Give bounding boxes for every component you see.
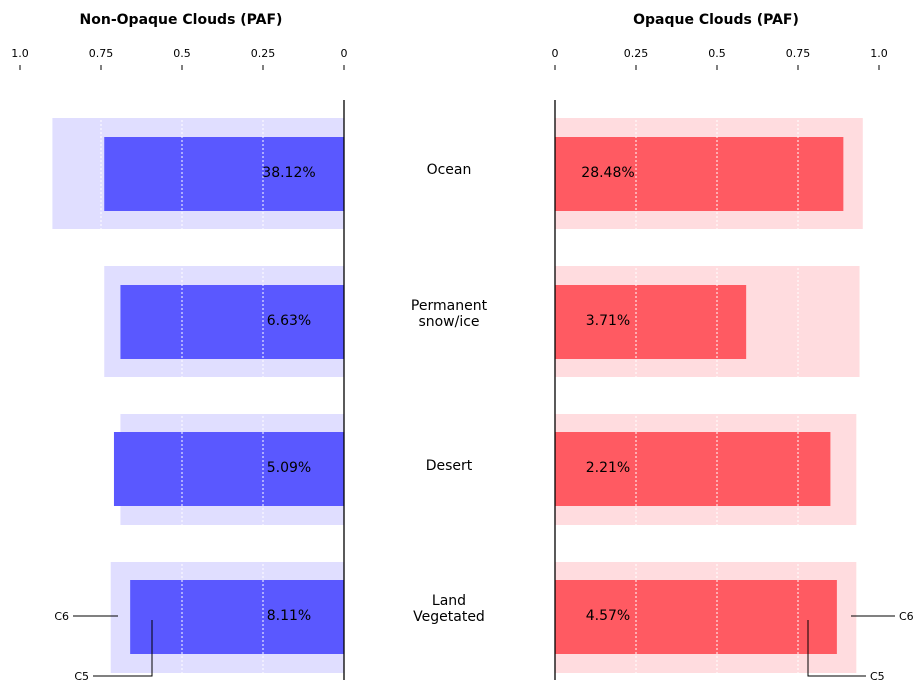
left-tick-label: 0.5 [173,47,191,60]
category-label: Land Vegetated [413,593,485,625]
gridlines [100,100,799,680]
left-bar-c5 [120,285,344,359]
right-value-label: 2.21% [586,460,630,476]
right-tick-label: 0.5 [708,47,726,60]
left-c5-leader [93,620,153,677]
axes [19,65,895,680]
left-tick-label: 0.25 [251,47,276,60]
right-tick-label: 0 [552,47,559,60]
labels: 1.0 0.75 0.5 0.25 0 0 0.25 0.5 0.75 1.0 Ocean 38.12… [11,47,913,680]
right-bar-c5 [555,432,831,506]
left-tick-label: 0 [341,47,348,60]
right-value-label: 28.48% [581,165,634,181]
right-panel-title: Opaque Clouds (PAF) [633,12,799,28]
right-bar-c5 [555,137,844,211]
left-value-label: 5.09% [267,460,311,476]
right-c6-annotation: C6 [899,610,914,623]
left-value-label: 6.63% [267,313,311,329]
left-tick-label: 0.75 [89,47,114,60]
right-c5-leader [807,620,866,677]
category-label: Ocean [427,162,472,178]
right-value-label: 4.57% [586,608,630,624]
left-value-label: 8.11% [267,608,311,624]
left-bar-c5 [130,580,344,654]
left-panel-title: Non-Opaque Clouds (PAF) [80,12,283,28]
left-c6-annotation: C6 [54,610,69,623]
category-label: Permanent snow/ice [411,298,488,330]
right-tick-label: 0.25 [624,47,649,60]
left-bar-c5 [104,137,345,211]
right-tick-label: 0.75 [786,47,811,60]
left-c5-annotation: C5 [74,670,89,680]
right-bar-c5 [555,580,837,654]
right-value-label: 3.71% [586,313,630,329]
right-panel-bars [555,118,863,673]
left-panel-bars [52,118,345,673]
right-tick-label: 1.0 [870,47,888,60]
category-label: Desert [426,458,473,474]
right-bar-c5 [555,285,747,359]
left-tick-label: 1.0 [11,47,29,60]
right-c5-annotation: C5 [870,670,885,680]
left-bar-c5 [113,432,345,506]
left-value-label: 38.12% [262,165,315,181]
